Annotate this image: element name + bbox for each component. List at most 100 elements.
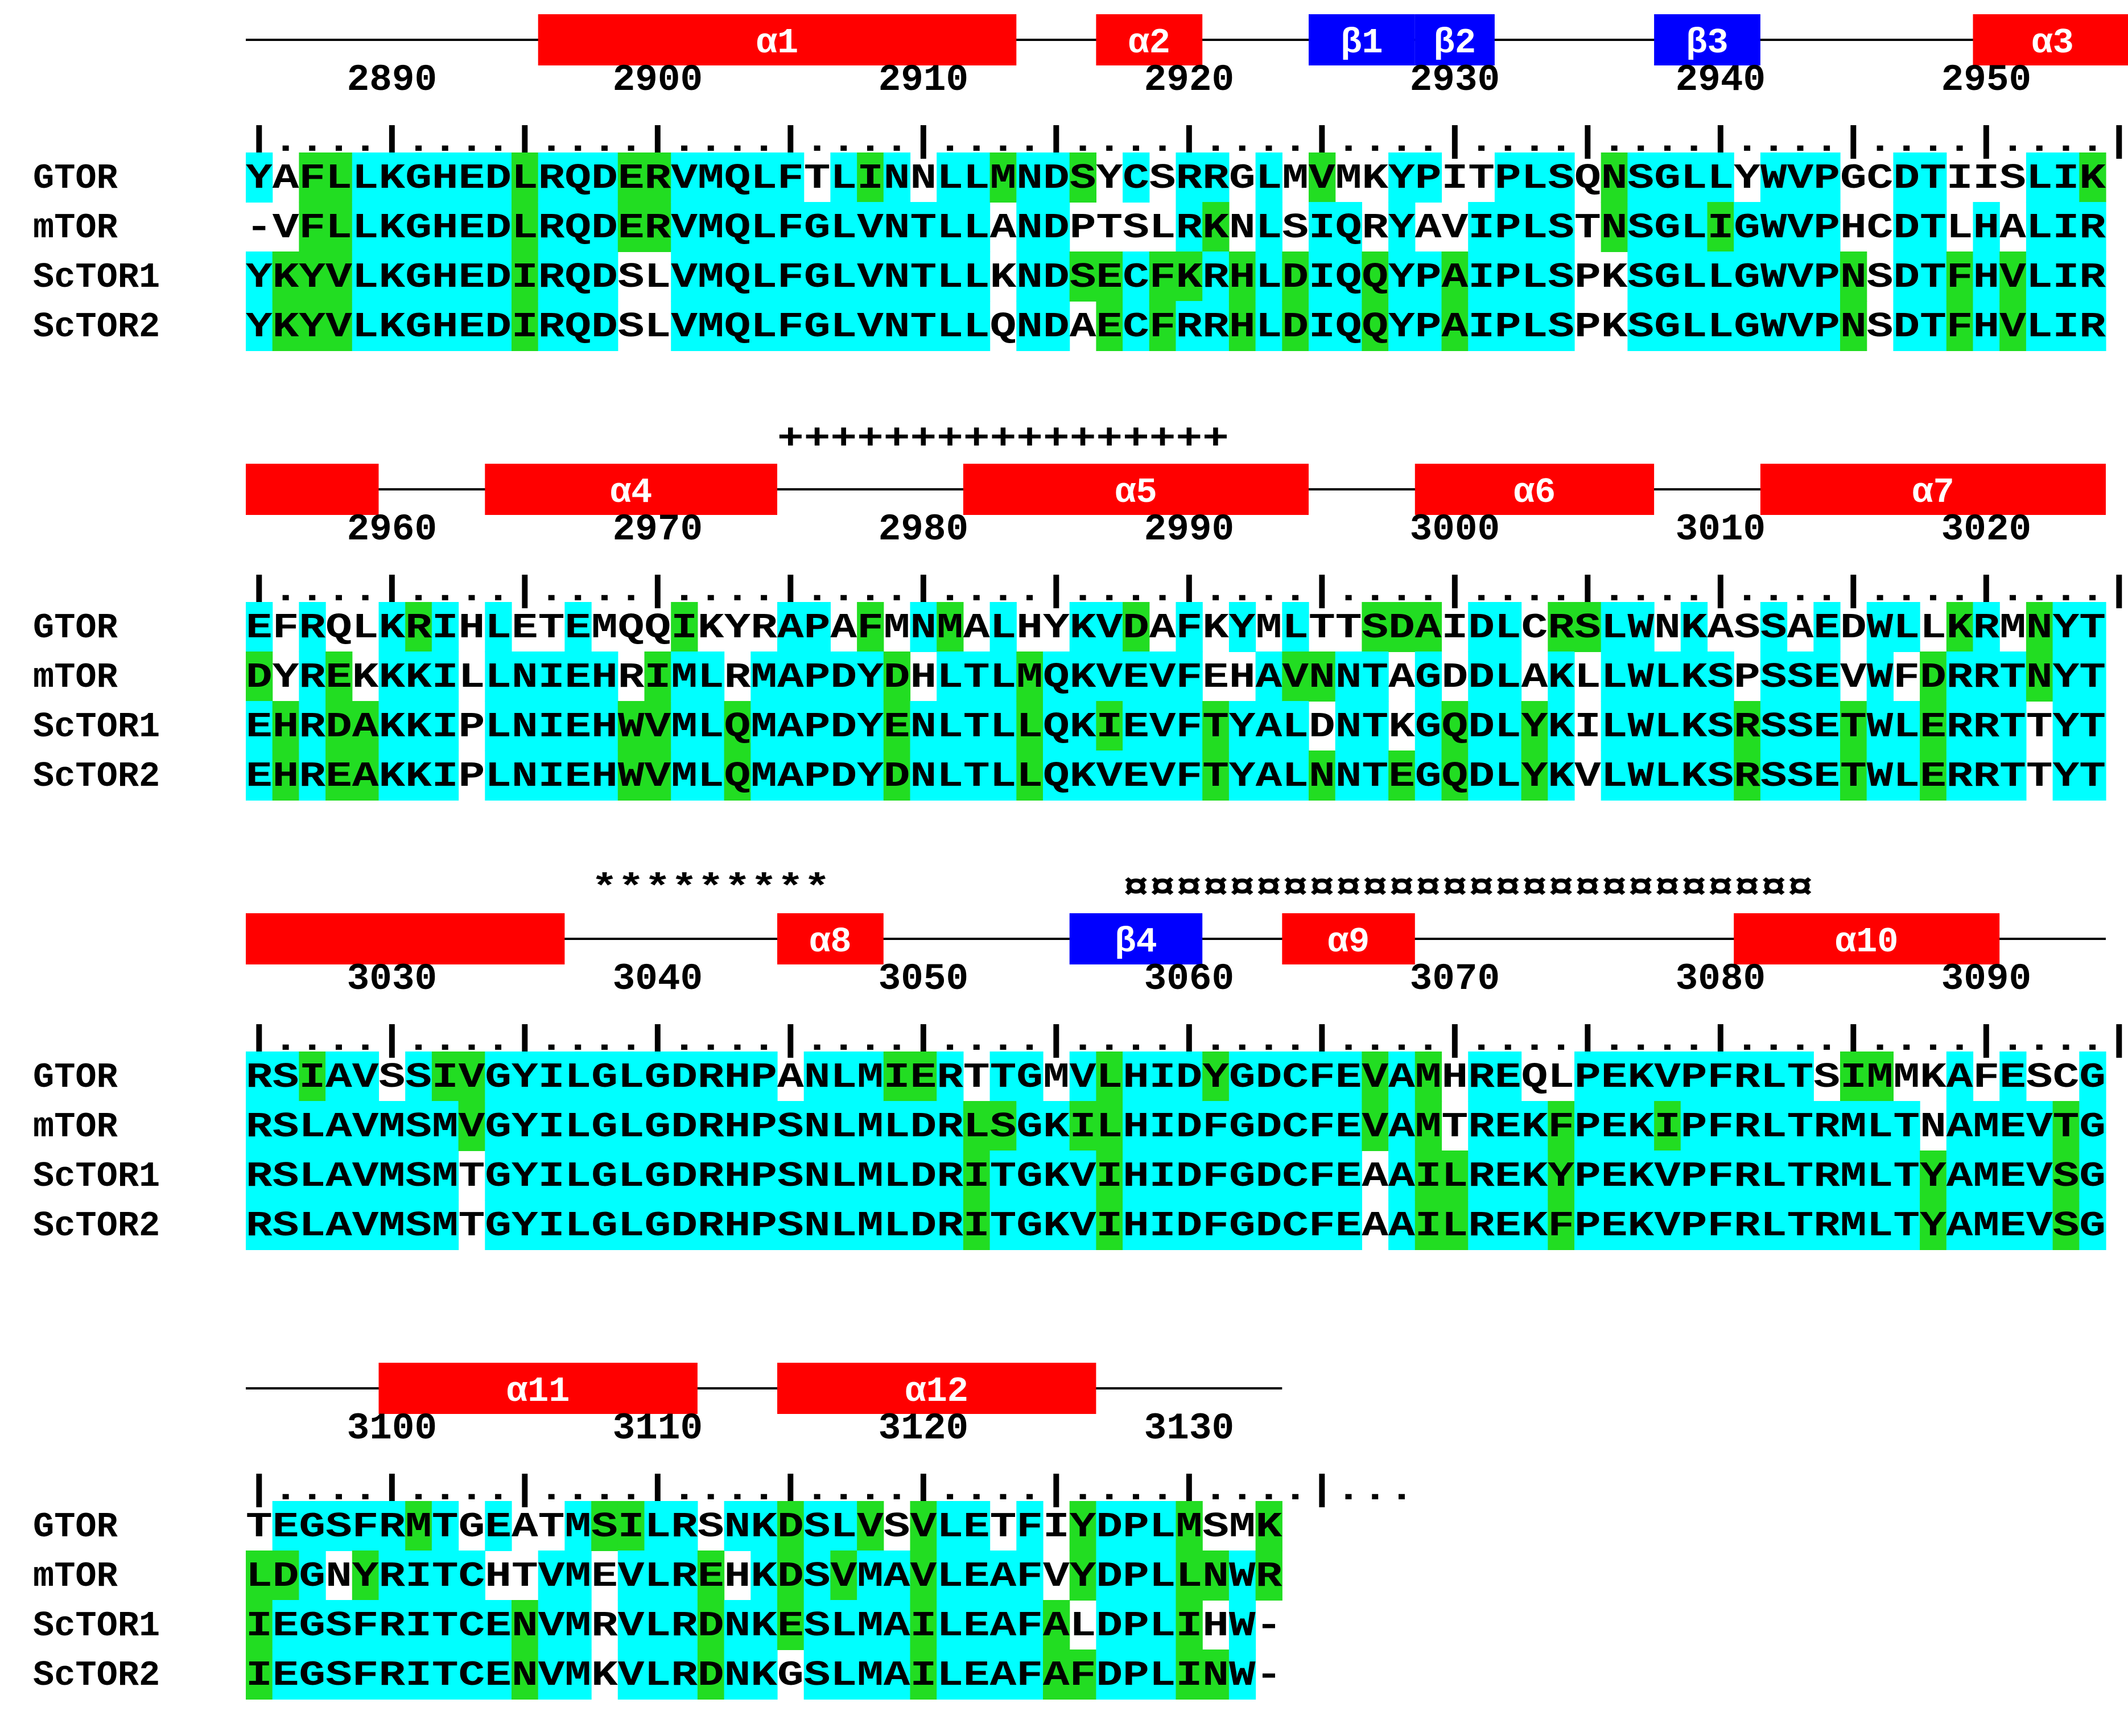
residue-highlight — [803, 251, 831, 302]
residue-highlight — [1069, 1501, 1096, 1551]
residue-highlight — [1548, 301, 1575, 351]
ss-alpha2-box — [1096, 14, 1203, 65]
residue-highlight — [1414, 602, 1442, 652]
residue-highlight — [485, 602, 512, 652]
residue-highlight — [246, 651, 273, 702]
residue-highlight — [246, 1151, 273, 1201]
residue-highlight — [989, 1200, 1017, 1250]
residue-highlight — [1309, 1101, 1336, 1151]
residue-highlight — [1627, 651, 1655, 702]
residue-highlight — [1999, 1101, 2027, 1151]
residue-highlight — [1335, 202, 1362, 252]
residue-highlight — [750, 701, 778, 751]
residue-highlight — [1255, 1200, 1282, 1250]
residue-highlight — [1468, 602, 1495, 652]
residue-highlight — [1362, 251, 1389, 302]
residue-highlight — [671, 1101, 698, 1151]
residue-highlight — [1441, 251, 1469, 302]
residue-highlight — [671, 251, 698, 302]
residue-highlight — [1043, 1650, 1070, 1700]
residue-highlight — [1521, 152, 1548, 203]
residue-highlight — [1176, 301, 1203, 351]
residue-highlight — [803, 301, 831, 351]
residue-highlight — [883, 1600, 911, 1650]
residue-highlight — [564, 301, 592, 351]
residue-highlight — [803, 1551, 831, 1601]
residue-highlight — [989, 1650, 1017, 1700]
residue-highlight — [989, 651, 1017, 702]
residue-highlight — [564, 1551, 592, 1601]
residue-highlight — [644, 1650, 671, 1700]
position-number: 3130 — [1144, 1407, 1234, 1450]
residue-highlight — [2052, 1200, 2080, 1250]
residue-highlight — [246, 301, 273, 351]
residue-highlight — [1069, 1052, 1096, 1102]
residue-highlight — [1707, 651, 1734, 702]
residue-highlight — [1548, 602, 1575, 652]
residue-highlight — [937, 1650, 964, 1700]
residue-highlight — [803, 1101, 831, 1151]
residue-highlight — [1627, 251, 1655, 302]
residue-highlight — [1574, 602, 1602, 652]
residue-highlight — [857, 251, 884, 302]
residue-highlight — [2079, 701, 2106, 751]
residue-highlight — [750, 1101, 778, 1151]
residue-highlight — [644, 1551, 671, 1601]
sequence-residues: RSLAVMSMVGYILGLGDRHPSNLMLDRLSGKILHIDFGDC… — [246, 1107, 2106, 1147]
residue-highlight — [1228, 701, 1256, 751]
residue-highlight — [883, 651, 911, 702]
residue-highlight — [1069, 651, 1096, 702]
residue-highlight — [1069, 751, 1096, 801]
residue-highlight — [1255, 1151, 1282, 1201]
residue-highlight — [883, 1650, 911, 1700]
residue-highlight — [883, 251, 911, 302]
sequence-residues: -VFLLKGHEDLRQDERVMQLFGLVNTLLANDPTSLRKNLS… — [246, 208, 2106, 248]
residue-highlight — [857, 1200, 884, 1250]
residue-highlight — [1760, 1101, 1788, 1151]
residue-highlight — [937, 751, 964, 801]
residue-highlight — [1920, 152, 1947, 203]
residue-highlight — [431, 1151, 459, 1201]
residue-highlight — [1096, 651, 1123, 702]
residue-highlight — [2052, 251, 2080, 302]
residue-highlight — [1043, 1101, 1070, 1151]
sequence-name: GTOR — [33, 1057, 118, 1098]
residue-highlight — [1574, 1151, 1602, 1201]
residue-highlight — [777, 1151, 805, 1201]
residue-highlight — [671, 152, 698, 203]
residue-highlight — [1920, 1200, 1947, 1250]
residue-highlight — [1335, 301, 1362, 351]
residue-highlight — [671, 301, 698, 351]
residue-highlight — [1680, 1052, 1708, 1102]
residue-highlight — [1654, 152, 1681, 203]
residue-highlight — [697, 651, 725, 702]
position-number: 2980 — [879, 508, 968, 551]
residue-highlight — [1202, 1151, 1230, 1201]
residue-highlight — [1123, 301, 1150, 351]
residue-highlight — [1228, 251, 1256, 302]
residue-highlight — [989, 1101, 1017, 1151]
residue-highlight — [352, 751, 380, 801]
residue-highlight — [910, 1551, 937, 1601]
residue-highlight — [1601, 701, 1628, 751]
residue-highlight — [272, 251, 299, 302]
residue-highlight — [378, 202, 406, 252]
residue-highlight — [591, 1052, 618, 1102]
position-number: 3050 — [879, 958, 968, 1000]
position-number: 2950 — [1941, 59, 2031, 101]
residue-highlight — [1335, 1151, 1362, 1201]
residue-highlight — [352, 202, 380, 252]
residue-highlight — [1468, 1052, 1495, 1102]
residue-highlight — [352, 1200, 380, 1250]
residue-highlight — [1999, 1052, 2027, 1102]
residue-highlight — [857, 152, 884, 203]
residue-highlight — [697, 1200, 725, 1250]
residue-highlight — [1734, 1200, 1761, 1250]
residue-highlight — [857, 602, 884, 652]
residue-highlight — [697, 1052, 725, 1102]
residue-highlight — [937, 1151, 964, 1201]
sequence-name: ScTOR2 — [33, 307, 160, 347]
residue-highlight — [1548, 751, 1575, 801]
residue-highlight — [1521, 701, 1548, 751]
